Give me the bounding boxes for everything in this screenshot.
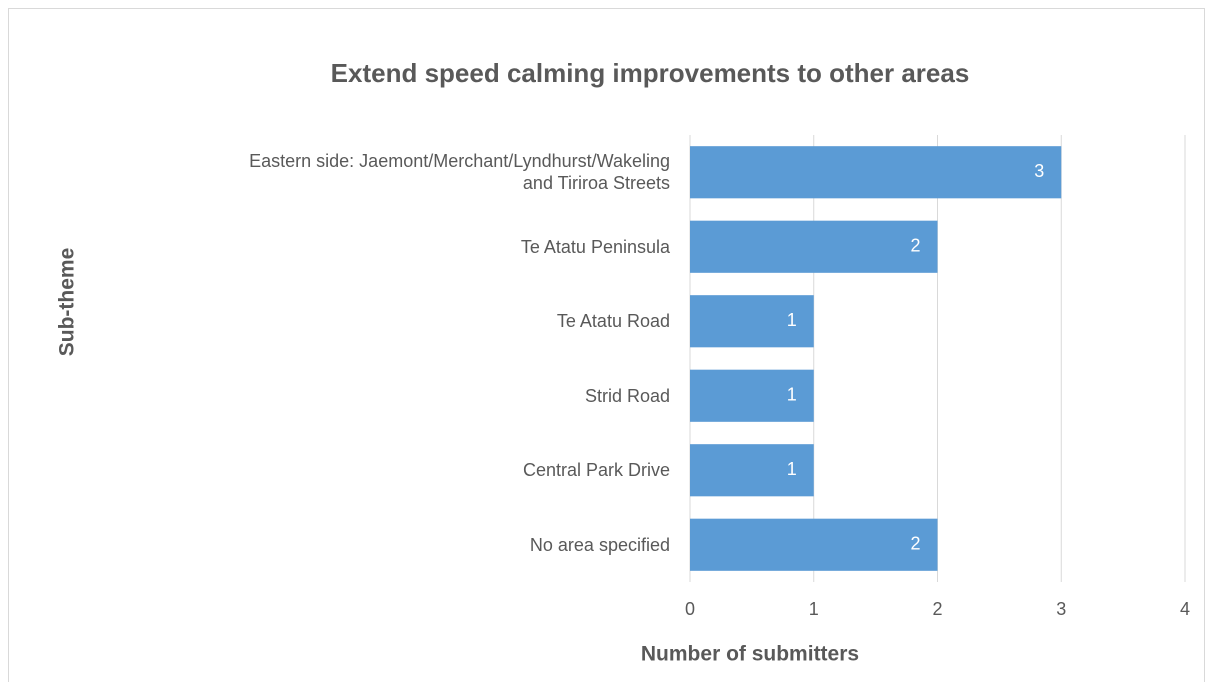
x-tick-label: 4 (1180, 599, 1190, 619)
y-tick-label: Central Park Drive (522, 460, 670, 481)
y-tick-label: Strid Road (584, 385, 670, 406)
bar (690, 220, 938, 273)
bar (690, 518, 938, 571)
y-tick-label: Te Atatu Peninsula (520, 236, 670, 257)
value-label: 1 (787, 459, 797, 479)
value-label: 2 (910, 534, 920, 554)
chart-border (8, 8, 1205, 682)
value-label: 3 (1034, 161, 1044, 181)
y-tick-label: No area specified (529, 534, 670, 555)
y-axis-title: Sub-theme (56, 248, 79, 357)
x-axis-title: Number of submitters (641, 643, 859, 666)
value-label: 1 (787, 310, 797, 330)
x-tick-label: 0 (685, 599, 695, 619)
bar (690, 295, 814, 348)
x-tick-label: 1 (809, 599, 819, 619)
bar (690, 369, 814, 422)
chart-title: Extend speed calming improvements to oth… (331, 58, 970, 88)
x-tick-label: 3 (1056, 599, 1066, 619)
bar (690, 444, 814, 497)
value-label: 2 (910, 236, 920, 256)
bar (690, 146, 1062, 199)
value-label: 1 (787, 385, 797, 405)
y-tick-label: Te Atatu Road (556, 311, 670, 332)
y-tick-label: Eastern side: Jaemont/Merchant/Lyndhurst… (249, 151, 670, 194)
x-tick-label: 2 (932, 599, 942, 619)
